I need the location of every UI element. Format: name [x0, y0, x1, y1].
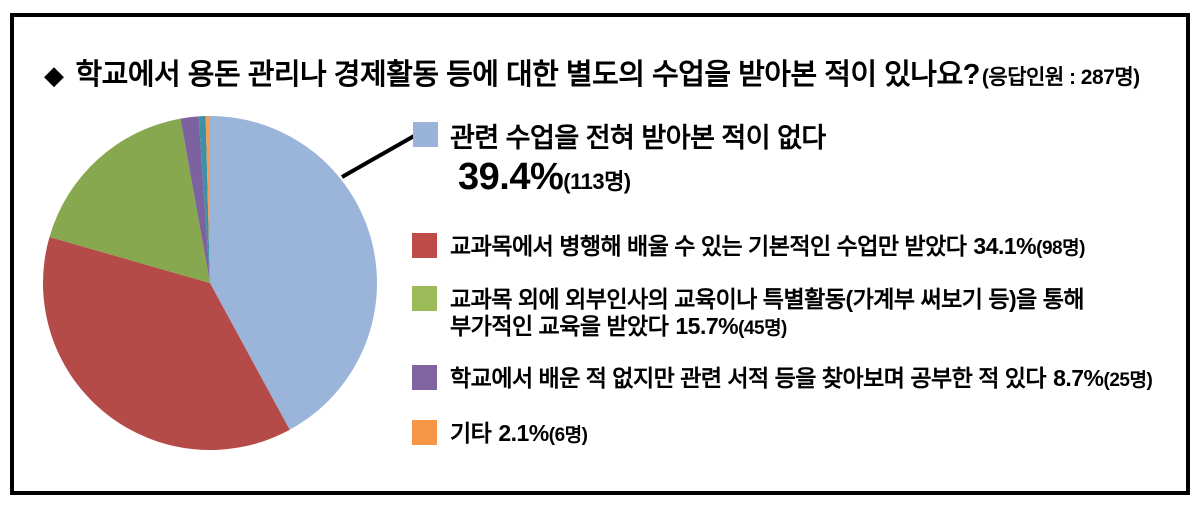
pie-slice-red [43, 236, 290, 450]
pie-slice-orange [205, 116, 210, 283]
pie-slice-purple [180, 116, 210, 283]
legend-count: (113명) [563, 169, 631, 194]
legend-label: 학교에서 배운 적 없지만 관련 서적 등을 찾아보며 공부한 적 있다 [450, 365, 1047, 391]
legend-swatch-blue [413, 122, 438, 147]
legend-value-line: 39.4%(113명) [450, 157, 826, 197]
legend-label-line2: 부가적인 교육을 받았다 [450, 313, 669, 339]
legend-item-basic-class: 교과목에서 병행해 배울 수 있는 기본적인 수업만 받았다 34.1%(98명) [450, 233, 1085, 262]
legend-percent: 15.7% [675, 313, 739, 339]
pie-slice-teal [198, 116, 210, 283]
legend-percent: 8.7% [1053, 365, 1104, 391]
legend-item-other: 기타 2.1%(6명) [450, 420, 588, 449]
legend-swatch-red [412, 233, 437, 258]
legend-count: (98명) [1036, 238, 1085, 259]
legend-percent: 34.1% [973, 233, 1037, 259]
legend-swatch-orange [412, 420, 437, 445]
title-respondents-note: (응답인원 : 287명) [981, 66, 1140, 89]
legend-label: 관련 수업을 전혀 받아본 적이 없다 [450, 123, 826, 153]
legend-item-none: 관련 수업을 전혀 받아본 적이 없다 39.4%(113명) [450, 123, 826, 197]
legend-label-line2-wrap: 부가적인 교육을 받았다 15.7%(45명) [450, 313, 1084, 342]
legend-count: (6명) [548, 425, 588, 446]
legend-item-extra-education: 교과목 외에 외부인사의 교육이나 특별활동(가계부 써보기 등)을 통해 부가… [450, 286, 1085, 342]
legend-swatch-green [412, 286, 437, 311]
legend-label: 기타 [450, 420, 492, 446]
pie-slice-blue [210, 116, 377, 430]
legend-percent: 2.1% [498, 420, 549, 446]
legend-swatch-purple [412, 365, 437, 390]
legend-percent: 39.4% [458, 156, 564, 198]
legend-label: 교과목에서 병행해 배울 수 있는 기본적인 수업만 받았다 [450, 233, 967, 259]
legend-leader-line [341, 134, 415, 179]
legend-count: (45명) [738, 318, 787, 339]
legend-label-line1: 교과목 외에 외부인사의 교육이나 특별활동(가계부 써보기 등)을 통해 [450, 286, 1085, 312]
page-title: ◆ 학교에서 용돈 관리나 경제활동 등에 대한 별도의 수업을 받아본 적이 … [44, 57, 1140, 96]
diamond-bullet-icon: ◆ [44, 60, 64, 90]
title-text: 학교에서 용돈 관리나 경제활동 등에 대한 별도의 수업을 받아본 적이 있나… [75, 59, 981, 91]
pie-slice-green [49, 118, 210, 283]
legend-item-self-study: 학교에서 배운 적 없지만 관련 서적 등을 찾아보며 공부한 적 있다 8.7%… [450, 365, 1153, 394]
legend-count: (25명) [1103, 370, 1153, 391]
